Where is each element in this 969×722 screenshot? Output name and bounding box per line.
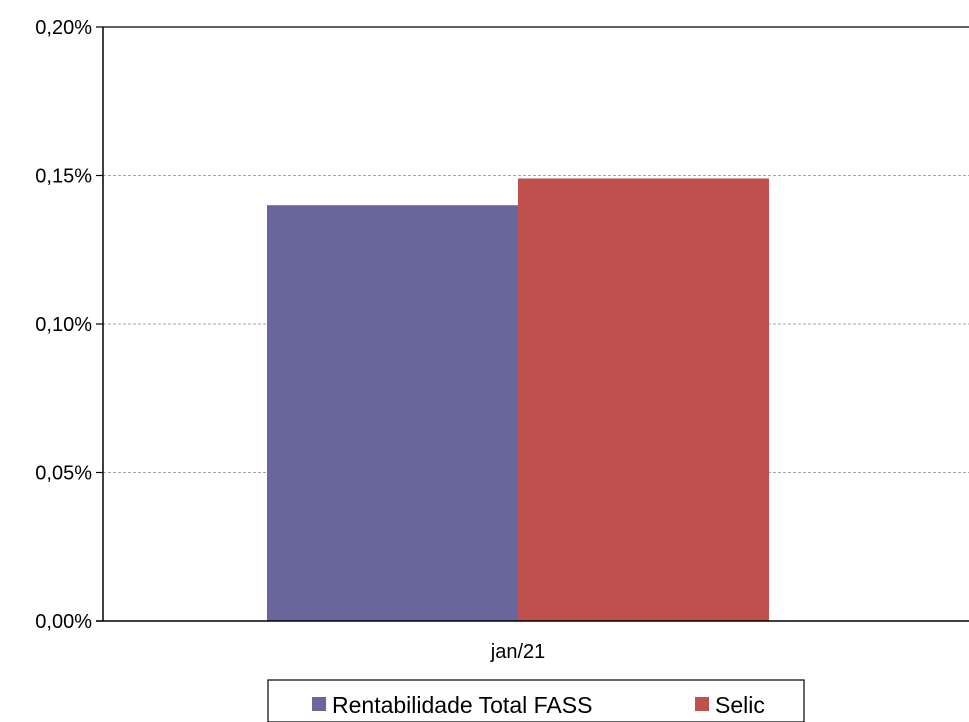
- y-tick-label: 0,00%: [35, 611, 92, 633]
- y-tick-label: 0,05%: [35, 463, 92, 485]
- y-tick-label: 0,15%: [35, 166, 92, 188]
- x-tick-labels: jan/21: [490, 641, 546, 663]
- y-tick-label: 0,20%: [35, 17, 92, 39]
- axes: [96, 26, 969, 622]
- legend: Rentabilidade Total FASS Selic: [267, 679, 805, 722]
- y-tick-label: 0,10%: [35, 314, 92, 336]
- legend-label: Rentabilidade Total FASS: [332, 692, 592, 718]
- x-tick-label: jan/21: [490, 641, 546, 663]
- bar-rentabilidade-total-fass: [267, 205, 518, 621]
- legend-label: Selic: [715, 692, 765, 718]
- legend-box: [267, 679, 805, 722]
- bars: [267, 178, 769, 621]
- legend-swatch: [695, 697, 709, 711]
- legend-swatch: [312, 697, 326, 711]
- bar-selic: [518, 178, 769, 621]
- y-tick-labels: 0,00% 0,05% 0,10% 0,15% 0,20%: [35, 17, 92, 633]
